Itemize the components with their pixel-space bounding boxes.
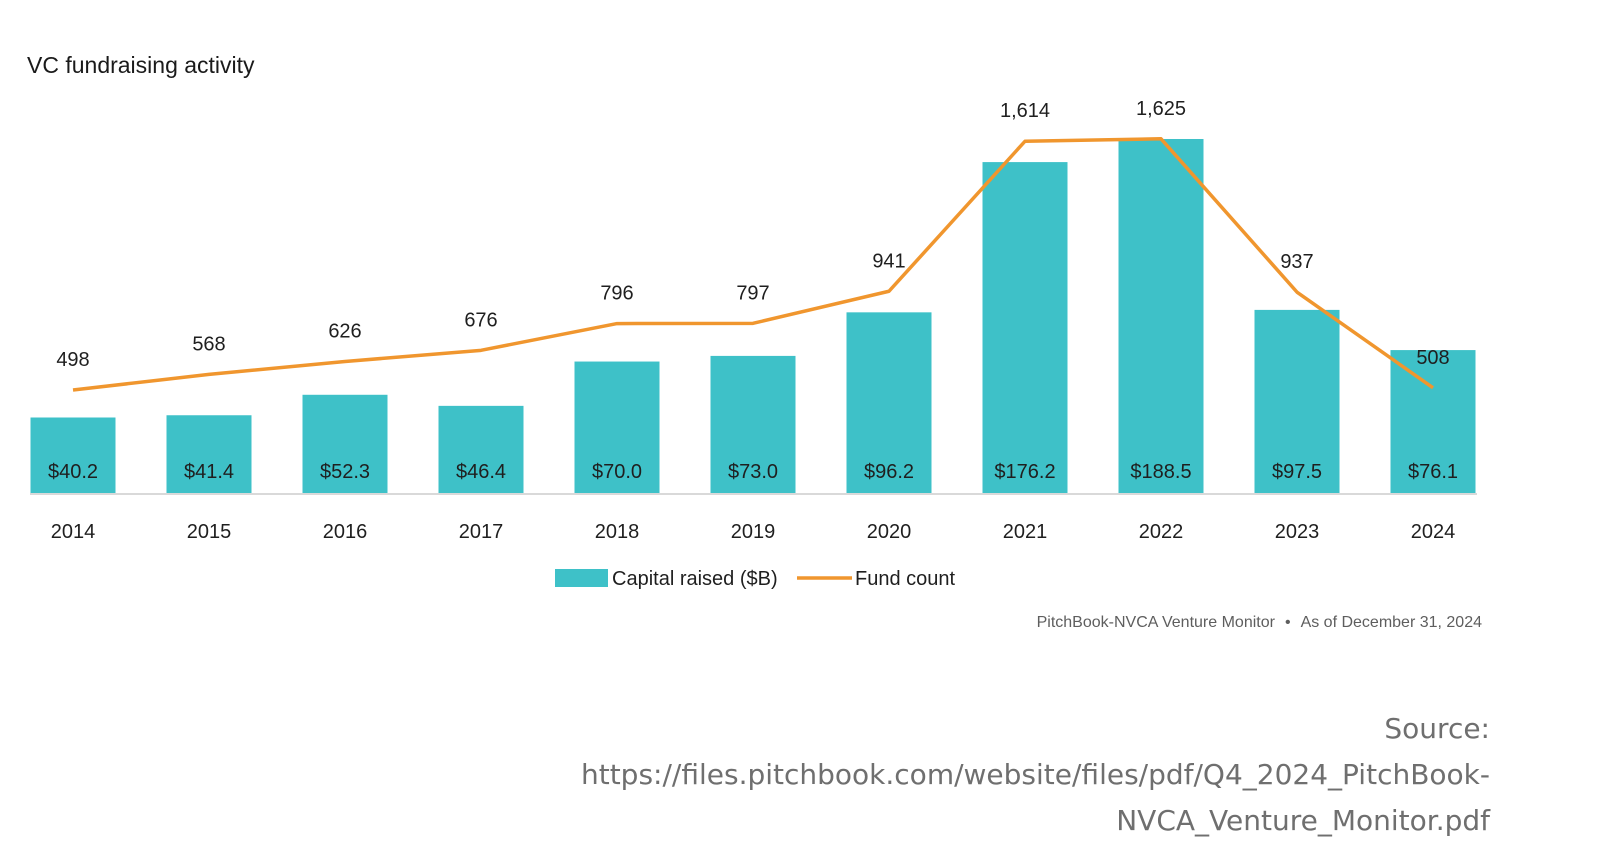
line-layer [72, 137, 1435, 392]
fund-count-line [72, 137, 1435, 392]
source-url-line-1: https://files.pitchbook.com/website/file… [580, 758, 1490, 791]
line-value-label: 1,614 [1000, 100, 1050, 122]
x-tick-label: 2020 [867, 521, 912, 543]
x-tick-label: 2018 [595, 521, 640, 543]
chart-title: VC fundraising activity [27, 52, 255, 78]
bar-2024 [1390, 350, 1476, 493]
bar-2017 [438, 405, 524, 493]
x-tick-label: 2022 [1139, 521, 1184, 543]
legend-swatch-capital [555, 569, 608, 587]
source-url-line-2: NVCA_Venture_Monitor.pdf [1116, 804, 1490, 837]
line-value-label: 626 [328, 320, 361, 342]
bar-value-label: $76.1 [1408, 461, 1458, 483]
source-label: Source: [1384, 712, 1490, 745]
source-separator: • [1284, 614, 1291, 631]
x-tick-label: 2016 [323, 521, 368, 543]
legend: Capital raised ($B) Fund count [555, 568, 956, 590]
legend-label-capital: Capital raised ($B) [612, 568, 778, 590]
source-publisher: PitchBook-NVCA Venture Monitor [1036, 614, 1275, 631]
source-footer: Source: https://files.pitchbook.com/webs… [490, 706, 1490, 844]
x-tick-label: 2017 [459, 521, 504, 543]
x-tick-label: 2021 [1003, 521, 1048, 543]
bar-2014 [30, 417, 116, 493]
x-tick-label: 2015 [187, 521, 232, 543]
line-value-label: 1,625 [1136, 98, 1186, 120]
bar-value-label: $46.4 [456, 461, 506, 483]
bar-2020 [846, 312, 932, 493]
bar-value-label: $40.2 [48, 461, 98, 483]
line-value-label: 797 [736, 282, 769, 304]
line-value-label: 498 [56, 349, 89, 371]
line-value-label: 796 [600, 283, 633, 305]
bar-value-label: $176.2 [994, 461, 1055, 483]
bar-2018 [574, 361, 660, 493]
bar-2015 [166, 415, 252, 493]
x-tick-label: 2024 [1411, 521, 1456, 543]
bar-value-label: $96.2 [864, 461, 914, 483]
axis-layer: 2014 2015 2016 2017 2018 2019 2020 2021 2022 2023… [30, 493, 1477, 543]
bars-layer [30, 138, 1476, 493]
labels-layer: $40.2 $41.4 $52.3 $46.4 $70.0 $73.0 $96.2 $176.… [48, 98, 1458, 483]
bar-value-label: $41.4 [184, 461, 234, 483]
bar-2016 [302, 394, 388, 493]
legend-label-fund-count: Fund count [855, 568, 956, 590]
line-value-label: 941 [872, 250, 905, 272]
bar-2021 [982, 162, 1068, 493]
line-value-label: 568 [192, 333, 225, 355]
line-value-label: 676 [464, 309, 497, 331]
line-value-label: 508 [1416, 347, 1449, 369]
x-tick-label: 2014 [51, 521, 96, 543]
source-date: As of December 31, 2024 [1300, 614, 1482, 631]
bar-2019 [710, 355, 796, 493]
line-value-label: 937 [1280, 251, 1313, 273]
bar-value-label: $73.0 [728, 461, 778, 483]
x-tick-label: 2019 [731, 521, 776, 543]
bar-value-label: $52.3 [320, 461, 370, 483]
bar-value-label: $97.5 [1272, 461, 1322, 483]
bar-2023 [1254, 309, 1340, 493]
x-tick-label: 2023 [1275, 521, 1320, 543]
bar-value-label: $70.0 [592, 461, 642, 483]
source-note: PitchBook-NVCA Venture Monitor • As of Dec… [1037, 614, 1482, 632]
bar-value-label: $188.5 [1130, 461, 1191, 483]
bar-2022 [1118, 138, 1204, 493]
